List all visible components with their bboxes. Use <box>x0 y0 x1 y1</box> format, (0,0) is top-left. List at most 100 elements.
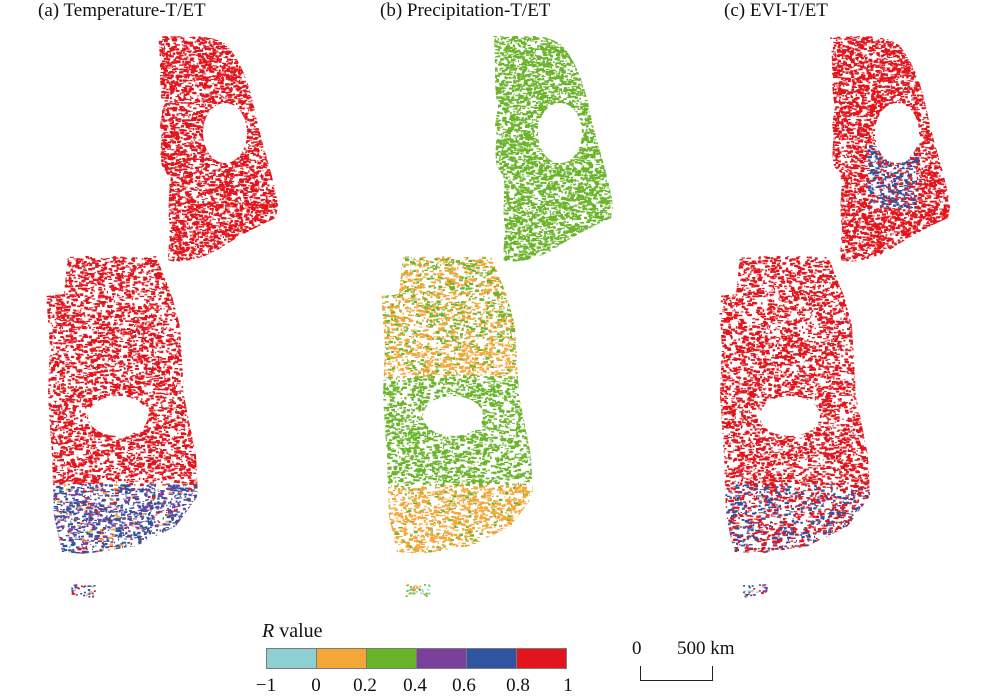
map-pixel <box>187 175 191 179</box>
map-pixel <box>245 55 249 58</box>
map-pixel <box>172 141 176 144</box>
map-pixel <box>231 44 235 47</box>
map-pixel <box>224 229 229 232</box>
map-pixel <box>262 246 266 249</box>
map-pixel <box>276 149 278 151</box>
map-pixel <box>239 222 243 225</box>
map-pixel <box>255 231 257 235</box>
map-pixel <box>279 92 281 94</box>
map-pixel <box>187 111 191 113</box>
map-pixel <box>197 53 201 56</box>
map-pixel <box>257 73 261 75</box>
map-pixel <box>245 49 250 51</box>
map-pixel <box>171 204 176 206</box>
map-pixel <box>250 40 255 43</box>
map-pixel <box>164 85 167 88</box>
map-pixel <box>268 139 272 142</box>
map-pixel <box>195 84 199 87</box>
map-pixel <box>233 229 237 231</box>
map-pixel <box>219 65 222 68</box>
map-pixel <box>163 181 166 184</box>
map-pixel <box>204 178 206 181</box>
map-pixel <box>160 164 162 167</box>
map-pixel <box>271 145 273 147</box>
map-pixel <box>266 247 270 249</box>
map-pixel <box>191 213 194 217</box>
map-pixel <box>197 256 201 259</box>
map-pixel <box>231 61 233 64</box>
map-pixel <box>207 104 211 107</box>
map-pixel <box>239 205 243 208</box>
map-pixel <box>268 60 272 63</box>
map-pixel <box>229 221 233 223</box>
map-pixel <box>171 46 175 49</box>
map-pixel <box>256 228 261 231</box>
map-pixel <box>271 36 274 39</box>
map-pixel <box>254 236 260 238</box>
map-pixel <box>277 190 278 193</box>
map-pixel <box>280 250 284 252</box>
map-pixel <box>253 200 258 203</box>
map-pixel <box>232 238 236 240</box>
map-pixel <box>260 65 263 68</box>
map-pixel <box>254 245 259 247</box>
map-pixel <box>224 37 229 40</box>
map-pixel <box>191 84 194 87</box>
map-pixel <box>271 186 274 189</box>
map-pixel <box>252 149 257 152</box>
map-pixel <box>169 158 174 161</box>
map-pixel <box>269 227 272 230</box>
map-pixel <box>247 261 249 262</box>
map-pixel <box>248 101 252 103</box>
map-pixel <box>228 191 233 194</box>
map-pixel <box>182 81 186 83</box>
map-pixel <box>244 39 248 41</box>
map-pixel <box>198 145 203 147</box>
map-pixel <box>243 49 246 51</box>
map-pixel <box>210 238 215 242</box>
map-pixel <box>207 175 210 178</box>
map-pixel <box>161 255 165 257</box>
map-pixel <box>275 236 278 238</box>
map-pixel <box>169 239 174 242</box>
map-pixel <box>194 260 199 262</box>
map-pixel <box>230 256 233 258</box>
map-pixel <box>264 104 267 107</box>
map-pixel <box>227 238 231 240</box>
map-pixel <box>272 258 276 261</box>
map-pixel <box>271 95 274 98</box>
map-pixel <box>183 165 187 168</box>
map-pixel <box>236 197 239 200</box>
map-pixel <box>241 69 244 73</box>
map-pixel <box>210 256 214 259</box>
map-pixel <box>174 168 179 171</box>
map-pixel <box>193 252 197 254</box>
map-pixel <box>227 169 231 171</box>
map-pixel <box>237 81 240 83</box>
map-pixel <box>273 200 277 203</box>
map-pixel <box>257 63 262 65</box>
map-pixel <box>181 157 186 160</box>
map-pixel <box>214 165 218 167</box>
map-pixel <box>256 63 259 65</box>
map-pixel <box>251 232 256 235</box>
map-pixel <box>250 244 252 247</box>
map-pixel <box>277 137 278 141</box>
map-pixel <box>278 147 280 148</box>
map-pixel <box>255 234 258 237</box>
map-pixel <box>206 55 211 58</box>
map-pixel <box>166 179 169 182</box>
map-pixel <box>217 60 220 62</box>
map-pixel <box>198 118 201 121</box>
map-pixel <box>245 180 249 183</box>
map-pixel <box>271 91 274 94</box>
map-pixel <box>170 261 175 262</box>
map-pixel <box>218 186 222 188</box>
map-pixel <box>239 87 243 89</box>
map-pixel <box>278 84 282 87</box>
map-pixel <box>231 104 235 106</box>
map-pixel <box>261 107 265 109</box>
map-pixel <box>165 262 167 264</box>
map-pixel <box>247 64 252 67</box>
map-pixel <box>224 239 227 241</box>
